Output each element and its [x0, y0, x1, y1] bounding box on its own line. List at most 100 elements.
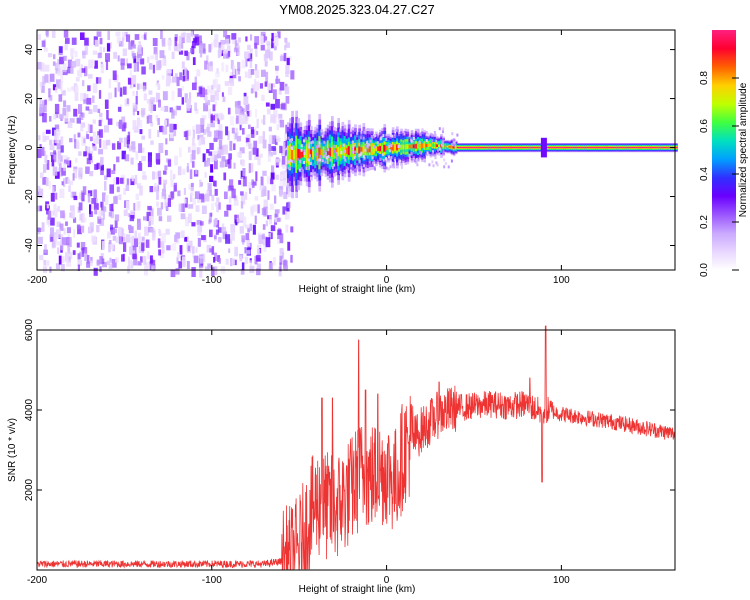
- noise-cell: [57, 206, 60, 212]
- noise-cell: [42, 76, 46, 85]
- noise-cell: [59, 223, 64, 231]
- signal-cell: [586, 146, 590, 149]
- noise-cell: [88, 225, 92, 232]
- noise-cell: [213, 39, 218, 48]
- colorbar-label: Normalized spectral amplitude: [738, 82, 749, 217]
- noise-cell: [283, 141, 286, 152]
- noise-cell: [187, 129, 191, 136]
- noise-cell: [43, 164, 47, 173]
- noise-cell: [55, 263, 61, 269]
- noise-cell: [223, 144, 228, 155]
- signal-cell: [423, 143, 426, 148]
- noise-cell: [196, 220, 202, 225]
- halo-cell: [324, 171, 327, 174]
- noise-cell: [87, 123, 90, 133]
- halo-cell: [290, 139, 292, 143]
- noise-cell: [105, 195, 109, 205]
- halo-cell: [438, 152, 441, 156]
- halo-cell: [351, 147, 353, 150]
- signal-cell: [658, 146, 661, 149]
- noise-cell: [133, 82, 136, 88]
- noise-cell: [108, 212, 112, 217]
- noise-cell: [200, 125, 205, 133]
- noise-cell: [194, 76, 197, 84]
- signal-cell: [551, 146, 554, 149]
- halo-cell: [298, 168, 301, 172]
- noise-cell: [237, 61, 241, 72]
- halo-cell: [379, 157, 382, 161]
- noise-cell: [281, 146, 285, 156]
- signal-spike-cell: [540, 137, 547, 158]
- noise-cell: [102, 211, 105, 220]
- noise-cell: [265, 220, 269, 227]
- noise-cell: [158, 176, 162, 185]
- noise-cell: [201, 205, 207, 214]
- noise-cell: [42, 112, 47, 123]
- noise-cell: [271, 38, 274, 49]
- noise-cell: [214, 218, 218, 225]
- noise-cell: [174, 155, 178, 166]
- noise-cell: [275, 65, 279, 71]
- noise-cell: [276, 137, 281, 142]
- noise-cell: [210, 154, 214, 162]
- noise-cell: [157, 185, 160, 193]
- noise-cell: [232, 258, 235, 265]
- noise-cell: [109, 257, 112, 263]
- signal-cell: [482, 146, 485, 149]
- noise-cell: [249, 58, 253, 68]
- halo-cell: [410, 139, 413, 143]
- noise-cell: [102, 192, 106, 202]
- snr-xlabel: Height of straight line (km): [299, 584, 416, 595]
- noise-cell: [265, 49, 270, 59]
- noise-cell: [234, 101, 240, 108]
- noise-cell: [255, 130, 259, 135]
- halo-cell: [323, 140, 326, 144]
- noise-cell: [233, 47, 239, 53]
- noise-cell: [177, 88, 182, 98]
- halo-cell: [315, 145, 318, 149]
- noise-cell: [67, 87, 72, 92]
- noise-cell: [249, 188, 251, 194]
- noise-cell: [38, 34, 41, 40]
- noise-cell: [133, 62, 137, 72]
- signal-cell: [406, 144, 410, 150]
- signal-cell: [509, 146, 512, 149]
- spectrogram-xlabel: Height of straight line (km): [299, 284, 416, 295]
- noise-cell: [160, 106, 165, 111]
- noise-cell: [218, 130, 223, 140]
- noise-cell: [80, 92, 85, 101]
- noise-cell: [258, 234, 264, 245]
- noise-cell: [247, 227, 250, 233]
- noise-cell: [278, 87, 282, 95]
- halo-cell: [383, 165, 385, 169]
- noise-cell: [171, 90, 175, 101]
- noise-cell: [267, 108, 271, 115]
- noise-cell: [73, 168, 77, 179]
- signal-cell: [414, 143, 418, 149]
- noise-cell: [99, 218, 105, 226]
- noise-cell: [125, 200, 130, 210]
- noise-cell: [213, 137, 218, 142]
- signal-cell: [515, 146, 519, 149]
- signal-cell: [337, 146, 340, 157]
- noise-cell: [243, 176, 247, 187]
- noise-cell: [207, 182, 212, 191]
- noise-cell: [273, 109, 278, 118]
- signal-cell: [618, 146, 622, 149]
- halo-cell: [367, 143, 370, 147]
- noise-cell: [281, 102, 286, 109]
- signal-cell: [465, 146, 468, 149]
- noise-cell: [116, 121, 120, 127]
- noise-cell: [260, 176, 264, 186]
- noise-cell: [94, 39, 99, 47]
- noise-cell: [149, 155, 152, 166]
- noise-cell: [218, 47, 222, 57]
- noise-cell: [39, 255, 44, 261]
- noise-cell: [202, 153, 206, 163]
- noise-cell: [200, 41, 203, 48]
- noise-cell: [268, 126, 272, 132]
- noise-cell: [97, 131, 101, 136]
- noise-cell: [61, 181, 64, 186]
- signal-cell: [578, 146, 582, 149]
- halo-cell: [327, 155, 330, 158]
